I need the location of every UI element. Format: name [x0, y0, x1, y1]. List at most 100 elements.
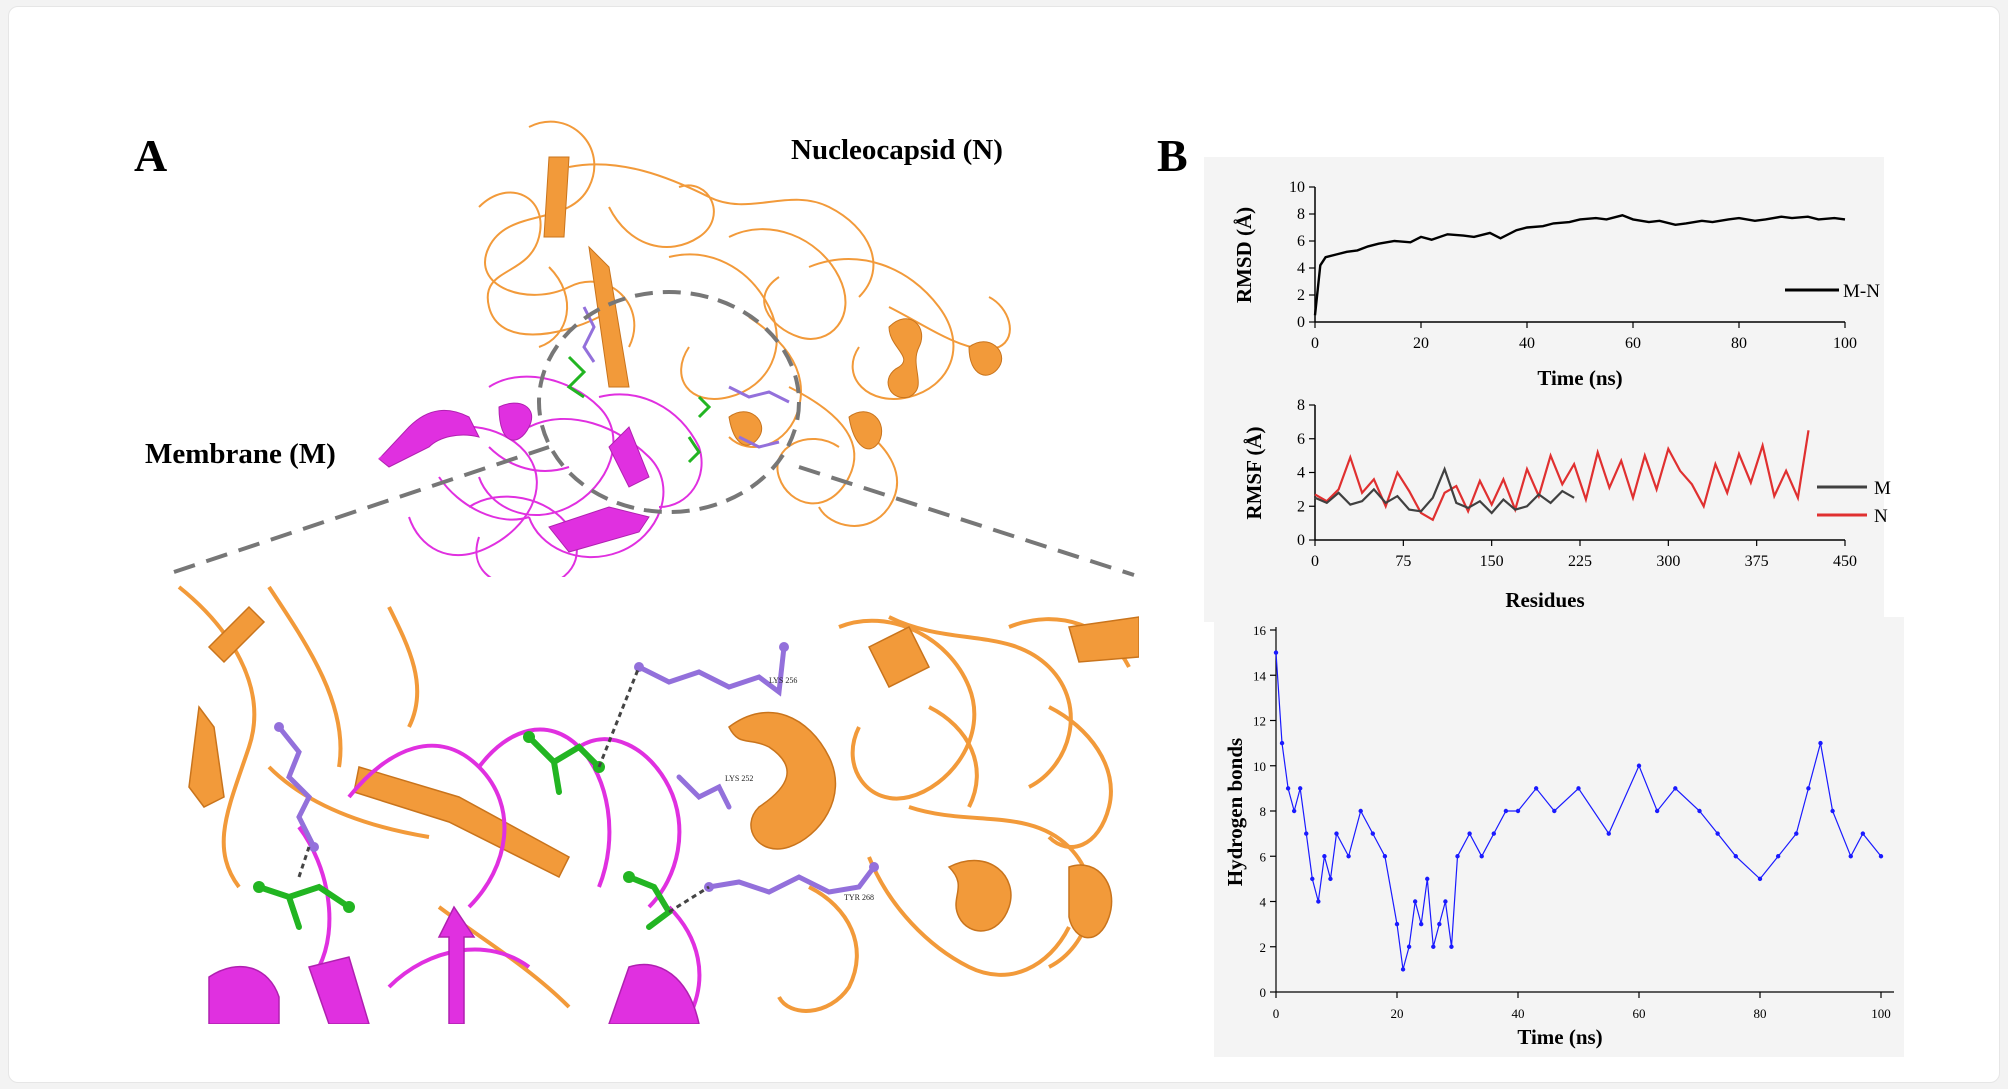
hbond-data-point [1425, 876, 1430, 882]
nucleocapsid-label: Nucleocapsid (N) [791, 134, 1003, 166]
rmsf-legend-m-label: M [1874, 478, 1891, 499]
y-tick-label: 10 [1253, 759, 1266, 774]
x-tick-label: 100 [1833, 335, 1857, 352]
x-tick-label: 80 [1754, 1006, 1767, 1021]
hbond-data-point [1576, 786, 1581, 791]
figure-frame: A Nucleocapsid (N) Membrane (M) [8, 6, 2000, 1083]
membrane-tail [378, 426, 420, 460]
nucleocapsid-structure [478, 120, 1011, 527]
hbond-data-point [1552, 808, 1557, 814]
figure-canvas: A Nucleocapsid (N) Membrane (M) [134, 120, 1904, 1057]
x-tick-label: 20 [1413, 335, 1429, 352]
hbond-data-point [1860, 831, 1866, 836]
hbond-data-point [1273, 650, 1279, 655]
hbond-data-point [1358, 808, 1363, 814]
hbond-data-point [1636, 763, 1642, 768]
panel-b-letter: B [1157, 130, 1188, 181]
y-tick-label: 10 [1289, 179, 1305, 196]
hbond-data-point [1757, 876, 1763, 882]
y-tick-label: 0 [1297, 314, 1305, 331]
hbond-data-point [1467, 831, 1472, 836]
hbond-data-point [1733, 854, 1739, 859]
hbond-data-point [1394, 921, 1400, 927]
x-tick-label: 225 [1568, 553, 1592, 570]
x-tick-label: 375 [1745, 553, 1769, 570]
rmsf-plot-background [1204, 392, 1884, 622]
hbond-data-point [1830, 808, 1835, 814]
hbond-data-point [1848, 854, 1853, 859]
y-tick-label: 12 [1253, 714, 1266, 729]
membrane-label: Membrane (M) [145, 438, 336, 470]
hbond-data-point [1515, 808, 1521, 814]
hbond-data-point [1503, 808, 1509, 814]
hbond-data-point [1431, 944, 1436, 949]
hbond-series-line [1275, 652, 1882, 970]
hbond-data-point [1400, 967, 1406, 972]
y-tick-label: 16 [1253, 623, 1267, 638]
x-tick-label: 450 [1833, 553, 1857, 570]
rmsd-legend-label: M-N [1843, 281, 1880, 302]
hbond-data-point [1491, 831, 1497, 836]
hbond-data-point [1697, 808, 1702, 814]
hbond-data-point [1479, 854, 1484, 859]
rmsf-x-label: Residues [1505, 588, 1584, 612]
x-tick-label: 150 [1480, 553, 1504, 570]
hbond-data-point [1449, 944, 1454, 949]
hbond-data-point [1654, 808, 1660, 814]
zoom-detail: LYS 256 LYS 252 TYR 268 [164, 577, 1139, 1024]
y-tick-label: 2 [1297, 287, 1305, 304]
rmsd-series-line [1313, 214, 1846, 316]
rmsf-y-label: RMSF (Å) [1242, 426, 1266, 519]
zoom-line-right [798, 465, 1135, 577]
x-tick-label: 80 [1731, 335, 1747, 352]
hbond-data-point [1322, 854, 1327, 859]
x-tick-label: 40 [1512, 1006, 1525, 1021]
y-tick-label: 6 [1297, 431, 1305, 448]
rmsf-series-n-line [1314, 430, 1810, 522]
residue-label-1: LYS 256 [769, 676, 797, 685]
residue-label-2: LYS 252 [725, 774, 753, 783]
rmsd-y-label: RMSD (Å) [1232, 207, 1256, 303]
hbond-data-point [1412, 899, 1418, 904]
hbond-data-point [1606, 831, 1611, 836]
x-tick-label: 0 [1311, 553, 1319, 570]
hbond-data-point [1878, 854, 1884, 859]
hbond-x-label: Time (ns) [1517, 1025, 1602, 1049]
x-tick-label: 100 [1871, 1006, 1891, 1021]
hbond-data-point [1419, 921, 1424, 927]
hbond-data-point [1533, 786, 1539, 791]
rmsd-plot-background [1204, 157, 1884, 397]
y-tick-label: 2 [1260, 940, 1267, 955]
hbond-data-point [1316, 899, 1321, 904]
y-tick-label: 8 [1297, 206, 1305, 223]
x-tick-label: 75 [1395, 553, 1411, 570]
y-tick-label: 0 [1297, 532, 1305, 549]
hbond-data-point [1285, 786, 1291, 791]
x-tick-label: 60 [1625, 335, 1641, 352]
residue-label-3: TYR 268 [844, 893, 874, 902]
y-tick-label: 8 [1297, 397, 1305, 414]
panel-a-letter: A [134, 130, 167, 181]
hbond-data-point [1304, 831, 1309, 836]
hbond-data-point [1334, 831, 1339, 836]
hbond-data-point [1818, 740, 1823, 746]
y-tick-label: 0 [1260, 985, 1267, 1000]
hbond-data-point [1455, 854, 1460, 859]
hbond-data-point [1443, 899, 1448, 904]
y-tick-label: 4 [1297, 260, 1305, 277]
zoom-circle [537, 290, 801, 514]
y-tick-label: 4 [1297, 465, 1305, 482]
x-tick-label: 40 [1519, 335, 1535, 352]
rmsf-chart: 0 2 4 6 8 0 75 150 225 300 375 450 RMSF (Å) Residu… [1204, 392, 1891, 622]
y-tick-label: 2 [1297, 498, 1305, 515]
y-tick-label: 4 [1260, 895, 1267, 910]
x-tick-label: 0 [1311, 335, 1319, 352]
hbond-data-point [1328, 876, 1333, 882]
hbond-data-point [1279, 740, 1285, 746]
hbond-y-label: Hydrogen bonds [1223, 738, 1247, 886]
hbond-data-point [1298, 786, 1303, 791]
hbond-chart: 0 2 4 6 8 10 12 14 16 0 20 40 60 80 100 Hydrogen bond… [1214, 617, 1904, 1057]
rmsf-series-m-line [1314, 465, 1575, 515]
hbond-data-point [1310, 876, 1315, 882]
